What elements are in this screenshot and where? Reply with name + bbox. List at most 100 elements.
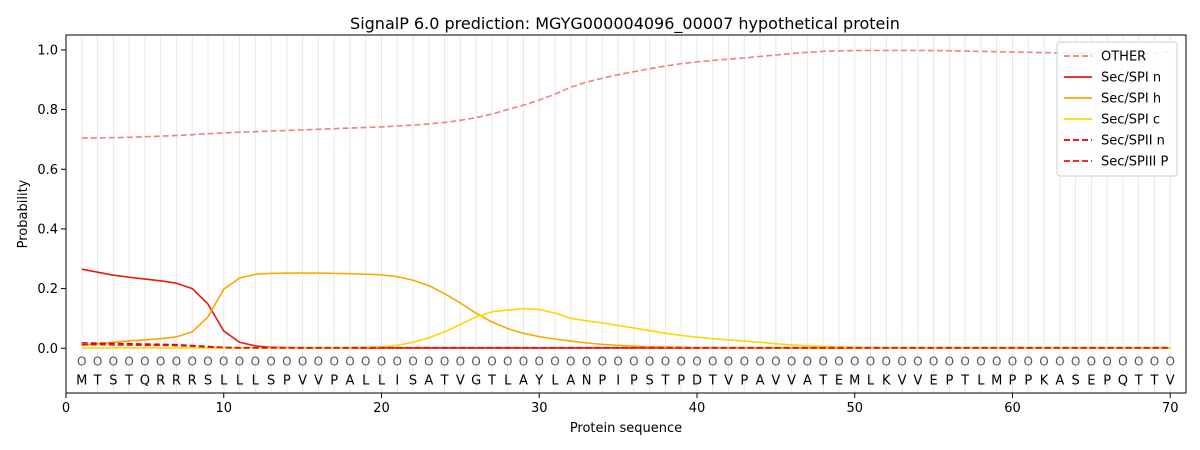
- region-label: O: [692, 355, 701, 369]
- chart-title: SignalP 6.0 prediction: MGYG000004096_00…: [350, 14, 900, 34]
- residue-label: K: [882, 374, 891, 389]
- legend-label: Sec/SPI h: [1101, 92, 1161, 107]
- residue-label: S: [267, 374, 275, 389]
- region-label: O: [187, 355, 196, 369]
- residue-label: I: [395, 374, 399, 389]
- residue-label: P: [1103, 374, 1111, 389]
- y-tick-label: 0.6: [37, 163, 58, 178]
- residue-label: P: [330, 374, 338, 389]
- residue-label: R: [172, 374, 181, 389]
- region-label: O: [724, 355, 733, 369]
- residue-label: V: [771, 374, 780, 389]
- legend: OTHER Sec/SPI n Sec/SPI h Sec/SPI c Sec/SPII…: [1056, 41, 1178, 177]
- residue-label: L: [236, 374, 244, 389]
- region-label: O: [1024, 355, 1033, 369]
- region-label: O: [1008, 355, 1017, 369]
- region-label: O: [361, 355, 370, 369]
- region-label: O: [487, 355, 496, 369]
- residue-label: T: [1149, 374, 1158, 389]
- residue-label: T: [660, 374, 669, 389]
- region-label: O: [598, 355, 607, 369]
- residue-label: G: [471, 374, 481, 389]
- residue-label: P: [945, 374, 953, 389]
- region-label: O: [803, 355, 812, 369]
- residue-label: V: [787, 374, 796, 389]
- residue-label: A: [424, 374, 433, 389]
- residue-label: S: [109, 374, 117, 389]
- residue-label: V: [913, 374, 922, 389]
- region-label: O: [393, 355, 402, 369]
- residue-label: R: [188, 374, 197, 389]
- region-label: O: [456, 355, 465, 369]
- y-tick-label: 1.0: [37, 43, 58, 58]
- region-label: O: [787, 355, 796, 369]
- x-tick-label: 70: [1162, 401, 1179, 416]
- region-label: O: [345, 355, 354, 369]
- residue-label: P: [677, 374, 685, 389]
- series-line-sec-spi-n: [81, 268, 1171, 349]
- legend-label: Sec/SPI n: [1101, 71, 1161, 86]
- region-label: O: [282, 355, 291, 369]
- y-axis-ticks: 0.0 0.2 0.4 0.6 0.8 1.0: [37, 43, 66, 357]
- x-tick-label: 60: [1004, 401, 1021, 416]
- region-label: O: [1118, 355, 1127, 369]
- x-tick-label: 10: [215, 401, 232, 416]
- y-tick-label: 0.0: [37, 342, 58, 357]
- region-label: O: [976, 355, 985, 369]
- x-tick-label: 30: [531, 401, 548, 416]
- region-label: O: [629, 355, 638, 369]
- region-label: O: [850, 355, 859, 369]
- region-label: O: [897, 355, 906, 369]
- series-line-sec-spiii-p: [81, 343, 1171, 349]
- residue-label: A: [519, 374, 528, 389]
- residue-label: R: [156, 374, 165, 389]
- region-label: O: [645, 355, 654, 369]
- region-label: O: [503, 355, 512, 369]
- region-label: O: [708, 355, 717, 369]
- region-label: O: [140, 355, 149, 369]
- region-label: O: [755, 355, 764, 369]
- region-label: O: [235, 355, 244, 369]
- residue-label: E: [1087, 374, 1095, 389]
- residue-label: P: [1024, 374, 1032, 389]
- residue-label: P: [1009, 374, 1017, 389]
- region-label: O: [960, 355, 969, 369]
- region-label: O: [566, 355, 575, 369]
- region-label: O: [314, 355, 323, 369]
- region-label: O: [613, 355, 622, 369]
- residue-label: T: [960, 374, 969, 389]
- region-label: O: [440, 355, 449, 369]
- region-label: O: [1165, 355, 1174, 369]
- region-label: O: [929, 355, 938, 369]
- region-label: O: [124, 355, 133, 369]
- residue-label: L: [362, 374, 370, 389]
- x-tick-label: 40: [689, 401, 706, 416]
- region-label: O: [172, 355, 181, 369]
- region-label: O: [329, 355, 338, 369]
- residue-label: N: [582, 374, 592, 389]
- series-line-sec-spi-h: [81, 272, 1171, 349]
- region-label: O: [834, 355, 843, 369]
- sequence-track: OMOTOSOTOQOROROROSOLOLOLOSOPOVOVOPOAOLOL…: [76, 355, 1175, 389]
- y-tick-label: 0.4: [37, 222, 58, 237]
- y-tick-label: 0.8: [37, 103, 58, 118]
- region-label: O: [424, 355, 433, 369]
- series-lines: [81, 49, 1171, 349]
- residue-label: T: [1134, 374, 1143, 389]
- residue-label: Q: [1118, 374, 1128, 389]
- residue-label: T: [487, 374, 496, 389]
- residue-label: Y: [534, 374, 543, 389]
- region-label: O: [582, 355, 591, 369]
- region-label: O: [1071, 355, 1080, 369]
- region-label: O: [992, 355, 1001, 369]
- residue-label: L: [220, 374, 228, 389]
- region-label: O: [77, 355, 86, 369]
- region-label: O: [771, 355, 780, 369]
- legend-label: Sec/SPIII P: [1101, 155, 1169, 170]
- residue-label: L: [252, 374, 260, 389]
- x-tick-label: 20: [373, 401, 390, 416]
- residue-label: M: [991, 374, 1002, 389]
- series-line-other: [81, 49, 1171, 139]
- region-label: O: [740, 355, 749, 369]
